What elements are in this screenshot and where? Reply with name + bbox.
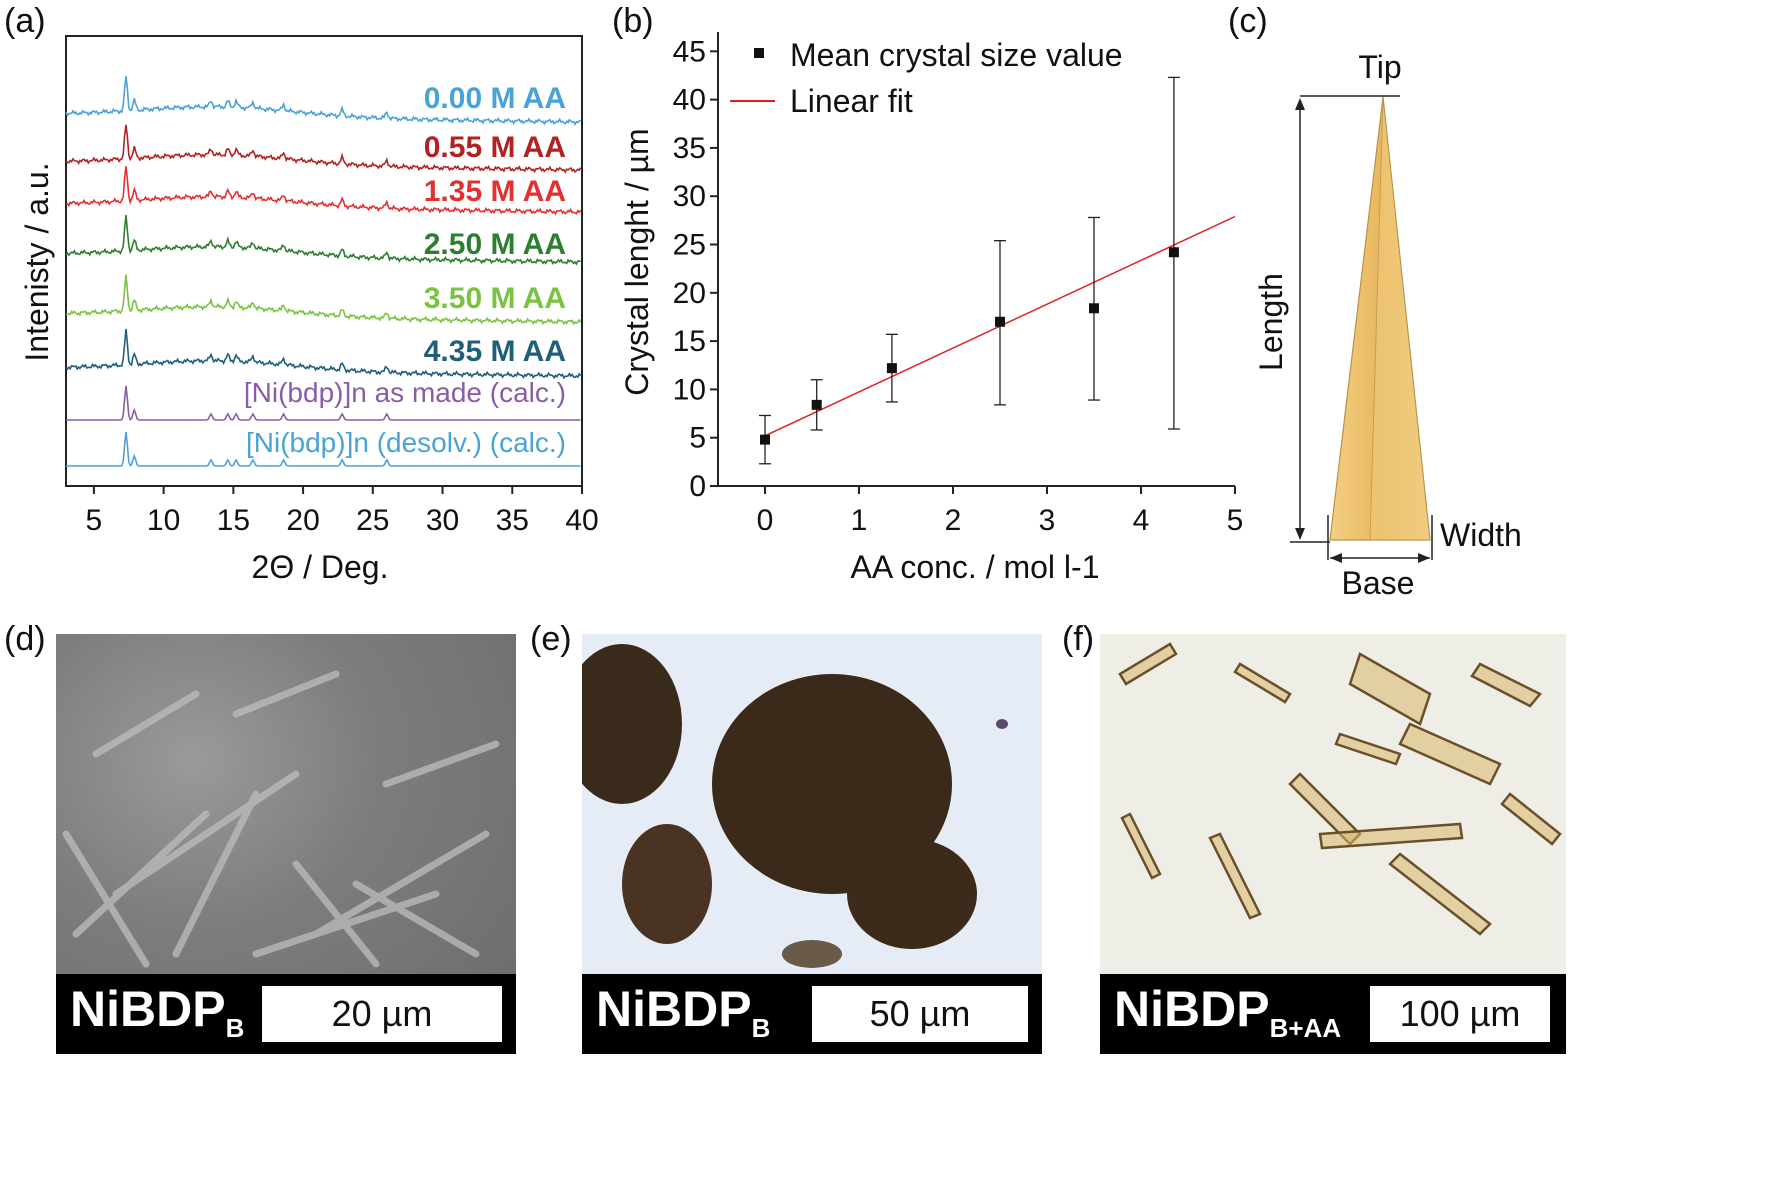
scale-value-f: 100 µm <box>1370 986 1550 1042</box>
xrd-x-tick-label: 5 <box>86 504 103 537</box>
fit-line <box>764 215 1236 437</box>
xrd-x-axis-label: 2Θ / Deg. <box>252 549 389 585</box>
width-label: Width <box>1440 517 1522 553</box>
xrd-series-label: 4.35 M AA <box>424 335 566 368</box>
x-tick-label: 5 <box>1227 504 1244 537</box>
panel-label-c: (c) <box>1228 2 1268 40</box>
x-tick-label: 0 <box>757 504 774 537</box>
x-tick-label: 2 <box>945 504 962 537</box>
x-tick-label: 1 <box>851 504 868 537</box>
sample-label-d: NiBDPB <box>70 981 245 1043</box>
xrd-series-label: 1.35 M AA <box>424 175 566 208</box>
legend-label-fit: Linear fit <box>790 83 913 119</box>
y-tick-label: 20 <box>673 277 706 310</box>
x-tick-label: 4 <box>1133 504 1150 537</box>
legend-label-mean: Mean crystal size value <box>790 37 1123 73</box>
optical-micrograph-b: NiBDPB 50 µm <box>582 634 1042 1054</box>
xrd-series-label: 0.55 M AA <box>424 131 566 164</box>
sample-label-e: NiBDPB <box>596 981 771 1043</box>
crystal-face <box>1369 96 1431 541</box>
y-tick-label: 10 <box>673 373 706 406</box>
base-label: Base <box>1342 565 1415 601</box>
y-tick-label: 15 <box>673 325 706 358</box>
legend-marker-mean <box>754 48 764 58</box>
xrd-x-tick-label: 30 <box>426 504 459 537</box>
sample-label-f: NiBDPB+AA <box>1114 981 1342 1043</box>
optical-micrograph-b-aa: NiBDPB+AA 100 µm <box>1100 634 1566 1054</box>
xrd-series-label: [Ni(bdp)]n (desolv.) (calc.) <box>246 427 566 458</box>
y-tick-label: 30 <box>673 180 706 213</box>
panel-label-d: (d) <box>4 620 46 658</box>
scalebar-f: NiBDPB+AA 100 µm <box>1100 974 1566 1054</box>
xrd-plot-frame <box>65 35 583 487</box>
length-y-axis-label: Crystal lenght / µm <box>619 128 655 395</box>
xrd-x-tick-label: 20 <box>286 504 319 537</box>
data-point <box>760 434 770 445</box>
scale-value-d: 20 µm <box>262 986 502 1042</box>
y-tick-label: 35 <box>673 132 706 165</box>
xrd-x-tick-label: 40 <box>565 504 598 537</box>
scalebar-d: NiBDPB 20 µm <box>56 974 516 1054</box>
xrd-trace <box>65 328 582 380</box>
data-point <box>995 316 1005 327</box>
y-tick-label: 0 <box>689 470 706 503</box>
x-tick-label: 3 <box>1039 504 1056 537</box>
xrd-series-label: 0.00 M AA <box>424 82 566 115</box>
crystal-body <box>1329 96 1431 541</box>
scalebar-e: NiBDPB 50 µm <box>582 974 1042 1054</box>
scale-value-e: 50 µm <box>812 986 1028 1042</box>
tip-label: Tip <box>1358 49 1401 85</box>
xrd-trace <box>66 431 581 467</box>
xrd-trace <box>65 215 581 266</box>
xrd-series-label: 2.50 M AA <box>424 228 566 261</box>
xrd-x-tick-label: 15 <box>217 504 250 537</box>
y-tick-label: 45 <box>673 35 706 68</box>
panel-label-f: (f) <box>1062 620 1095 658</box>
xrd-trace <box>65 124 582 174</box>
y-tick-label: 40 <box>673 84 706 117</box>
xrd-series-label: 3.50 M AA <box>424 282 566 315</box>
sem-micrograph: NiBDPB 20 µm <box>56 634 516 1054</box>
xrd-trace <box>65 76 582 126</box>
xrd-x-tick-label: 25 <box>356 504 389 537</box>
data-point <box>1089 303 1099 314</box>
length-x-axis-label: AA conc. / mol l-1 <box>851 549 1100 585</box>
panel-label-a: (a) <box>4 2 46 40</box>
xrd-series-label: [Ni(bdp)]n as made (calc.) <box>244 377 566 408</box>
xrd-x-tick-label: 35 <box>496 504 529 537</box>
xrd-y-axis-label: Intenisty / a.u. <box>19 162 55 361</box>
length-label: Length <box>1253 273 1289 371</box>
y-tick-label: 5 <box>689 422 706 455</box>
xrd-x-tick-label: 10 <box>147 504 180 537</box>
data-point <box>886 363 897 374</box>
panel-label-b: (b) <box>612 2 654 40</box>
panel-label-e: (e) <box>530 620 572 658</box>
y-tick-label: 25 <box>673 229 706 262</box>
xrd-trace <box>65 166 582 216</box>
xrd-trace <box>66 385 581 421</box>
xrd-trace <box>65 274 582 326</box>
data-point <box>1168 247 1179 258</box>
data-point <box>811 399 822 410</box>
